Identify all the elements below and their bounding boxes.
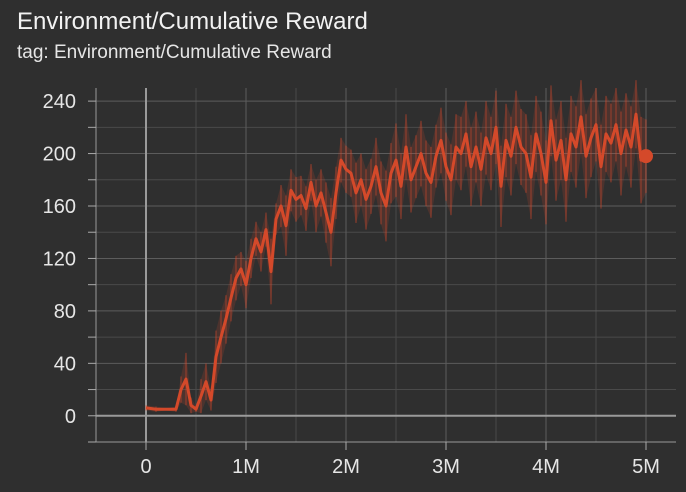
smoothed-line	[145, 112, 647, 411]
chart-title: Environment/Cumulative Reward	[17, 8, 368, 35]
y-tick-label: 0	[65, 406, 76, 428]
y-tick-label: 120	[43, 248, 76, 270]
chart-subtitle: tag: Environment/Cumulative Reward	[17, 42, 332, 63]
y-tick-label: 80	[54, 301, 76, 323]
y-tick-label: 200	[43, 144, 76, 166]
y-tick-label: 40	[54, 353, 76, 375]
last-point-marker	[639, 149, 653, 164]
raw-range-band	[146, 80, 646, 414]
x-tick-label: 5M	[632, 456, 660, 478]
y-tick-label: 160	[43, 196, 76, 218]
series-0	[145, 80, 653, 414]
x-axis: 0 1M 2M 3M 4M 5M	[140, 442, 660, 478]
x-tick-label: 4M	[532, 456, 560, 478]
y-tick-label: 240	[43, 91, 76, 113]
x-tick-label: 3M	[432, 456, 460, 478]
x-tick-label: 0	[140, 456, 151, 478]
x-tick-label: 2M	[332, 456, 360, 478]
x-tick-label: 1M	[232, 456, 260, 478]
y-axis: 0 40 80 120 160 200 240	[43, 91, 96, 443]
